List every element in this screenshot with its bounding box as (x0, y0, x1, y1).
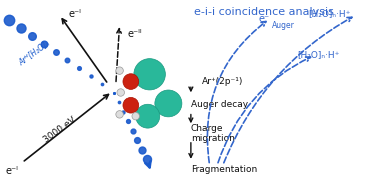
Ellipse shape (134, 59, 165, 90)
Text: Fragmentation: Fragmentation (191, 165, 257, 174)
Text: e⁻ᴵ: e⁻ᴵ (68, 9, 81, 19)
Ellipse shape (155, 90, 182, 117)
Text: Ar⁺(2p⁻¹): Ar⁺(2p⁻¹) (202, 77, 243, 86)
Text: e-i-i coincidence analysis: e-i-i coincidence analysis (194, 7, 334, 17)
Text: [H₂O]ₙ·H⁺: [H₂O]ₙ·H⁺ (297, 51, 340, 60)
Text: [H₂O]ₙ·H⁺: [H₂O]ₙ·H⁺ (308, 9, 351, 18)
Ellipse shape (123, 97, 139, 113)
Ellipse shape (123, 74, 139, 89)
Text: Charge
migration: Charge migration (191, 124, 235, 143)
Text: e⁻ᴵ: e⁻ᴵ (5, 166, 18, 176)
Text: Arᴹ[H₂O]ₙ: Arᴹ[H₂O]ₙ (16, 38, 51, 67)
Ellipse shape (116, 67, 123, 74)
Ellipse shape (116, 111, 123, 118)
Text: Auger decay: Auger decay (191, 100, 248, 109)
Ellipse shape (132, 112, 139, 120)
Ellipse shape (117, 89, 124, 96)
Text: e⁻ᴵᴵ: e⁻ᴵᴵ (127, 29, 142, 39)
Text: 3000 eV: 3000 eV (42, 115, 77, 144)
Ellipse shape (136, 104, 160, 128)
Text: Auger: Auger (271, 21, 294, 31)
Text: e⁻: e⁻ (259, 14, 270, 24)
